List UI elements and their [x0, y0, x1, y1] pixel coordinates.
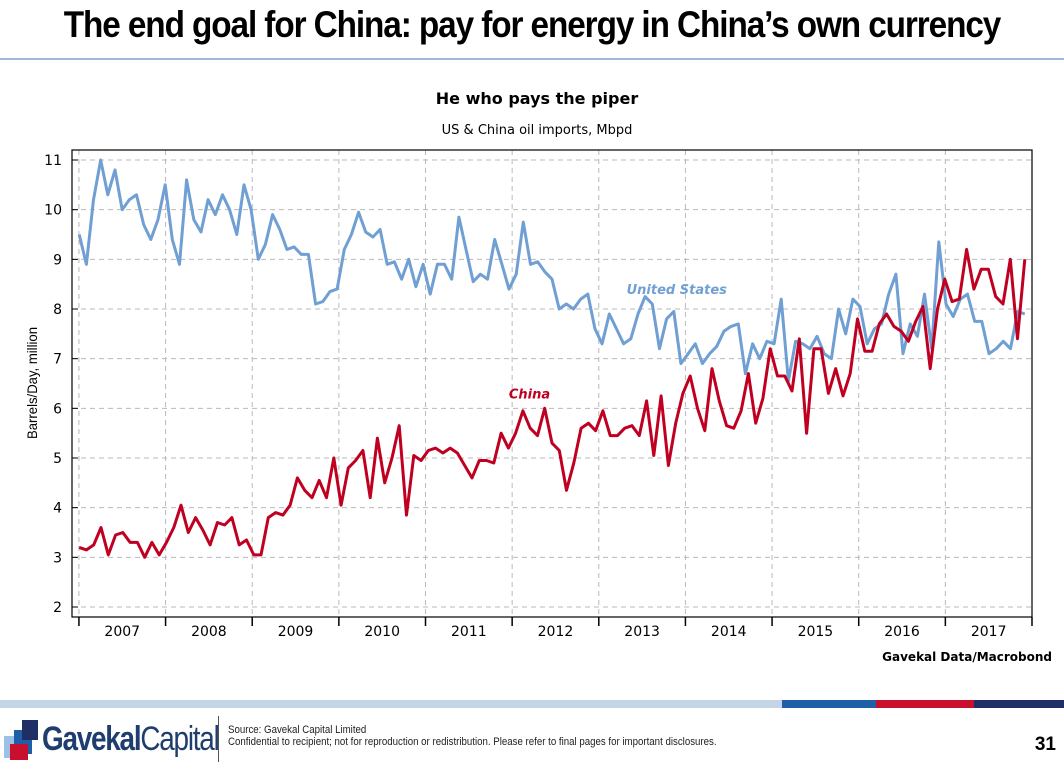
- y-axis-label: Barrels/Day, million: [24, 327, 40, 439]
- disclaimer-line: Confidential to recipient; not for repro…: [228, 736, 717, 748]
- y-tick-label: 9: [53, 252, 62, 268]
- footer-band-red: [876, 700, 974, 708]
- logo-wordmark: GavekalCapital: [42, 720, 220, 759]
- chart-title: He who pays the piper: [436, 89, 639, 108]
- y-tick-label: 8: [53, 302, 62, 318]
- footer-notes: Source: Gavekal Capital Limited Confiden…: [228, 724, 717, 748]
- y-tick-label: 11: [44, 153, 62, 169]
- x-tick-label: 2015: [798, 624, 834, 640]
- logo-divider: [218, 716, 219, 762]
- slide-title: The end goal for China: pay for energy i…: [63, 4, 1002, 45]
- series-line-united-states: [77, 158, 1026, 383]
- page-number: 31: [1034, 734, 1056, 755]
- x-tick-label: 2017: [971, 624, 1007, 640]
- series-lines: [77, 158, 1027, 559]
- gridlines: [72, 150, 1033, 617]
- x-tick-label: 2010: [364, 624, 400, 640]
- y-tick-label: 4: [53, 501, 62, 517]
- title-divider: [0, 58, 1064, 60]
- x-tick-label: 2012: [538, 624, 574, 640]
- source-line: Source: Gavekal Capital Limited: [228, 724, 367, 736]
- oil-imports-line-chart: He who pays the piper US & China oil imp…: [24, 89, 1052, 664]
- y-tick-label: 5: [53, 451, 62, 467]
- plot-frame: [71, 149, 1033, 618]
- x-tick-label: 2007: [104, 624, 140, 640]
- y-tick-label: 3: [53, 550, 62, 566]
- x-tick-label: 2009: [278, 624, 314, 640]
- footer-band-blue: [782, 700, 876, 708]
- y-tick-label: 10: [44, 203, 62, 219]
- source-note: Gavekal Data/Macrobond: [882, 650, 1052, 664]
- logo-text-bold: Gavekal: [42, 720, 142, 758]
- chart-subtitle: US & China oil imports, Mbpd: [442, 123, 633, 138]
- gavekal-logo: GavekalCapital: [4, 712, 224, 768]
- series-annotations: United States China: [509, 283, 727, 402]
- logo-squares-icon: [4, 720, 38, 760]
- y-tick-label: 7: [53, 352, 62, 368]
- series-line-china: [78, 247, 1027, 559]
- y-tick-label: 6: [53, 401, 62, 417]
- footer-band-navy: [974, 700, 1064, 708]
- x-tick-label: 2011: [451, 624, 487, 640]
- footer-band-light: [0, 700, 782, 708]
- logo-text-regular: Capital: [140, 720, 219, 758]
- y-tick-label: 2: [53, 600, 62, 616]
- x-tick-label: 2013: [624, 624, 660, 640]
- x-tick-label: 2014: [711, 624, 747, 640]
- axes: 2 3 4 5 6 7 8 9 10 11 2007 2008 2009 2010 2011 2012 2013…: [44, 153, 1033, 640]
- x-tick-label: 2016: [884, 624, 920, 640]
- series-annotation: United States: [627, 283, 728, 298]
- series-annotation: China: [509, 387, 550, 402]
- x-tick-label: 2008: [191, 624, 227, 640]
